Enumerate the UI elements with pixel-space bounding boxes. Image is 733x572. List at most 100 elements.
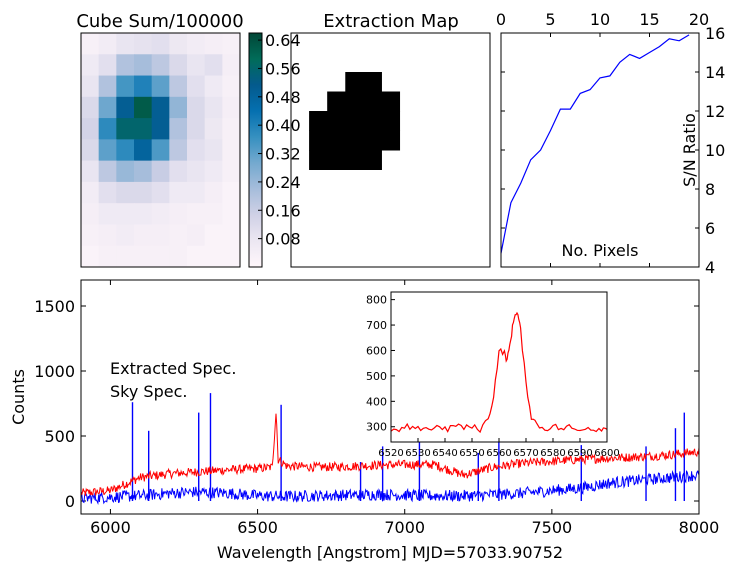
colorbar-tick-label: 0.08 — [265, 230, 301, 249]
mask-cell — [363, 111, 382, 131]
inset-xtick-label: 6550 — [459, 448, 484, 459]
heatmap-cell — [169, 139, 188, 162]
heatmap-cell — [134, 139, 153, 162]
heatmap-cell — [134, 203, 153, 225]
heatmap-cell — [222, 96, 241, 119]
heatmap-cell — [81, 181, 100, 204]
heatmap-cell — [151, 160, 170, 183]
inset-ytick-label: 800 — [366, 294, 387, 307]
sn-xtick-label: 15 — [639, 10, 659, 29]
mask-cell — [363, 130, 382, 151]
sn-ytick-label: 4 — [705, 258, 715, 277]
mask-cell — [381, 111, 401, 131]
mask-cell — [309, 111, 328, 131]
colorbar-tick-label: 0.16 — [265, 201, 301, 220]
heatmap-cell — [116, 160, 135, 183]
heatmap-cell — [116, 118, 135, 140]
colorbar-tick-label: 0.32 — [265, 145, 301, 164]
heatmap-cell — [151, 54, 170, 77]
colorbar-ticks: 0.08 0.16 0.24 0.32 0.40 0.48 0.56 0.64 — [258, 31, 301, 249]
heatmap-cell — [169, 203, 188, 225]
colorbar-tick-label: 0.48 — [265, 88, 301, 107]
heatmap-cell — [151, 118, 170, 140]
colorbar-frame — [248, 32, 263, 268]
heatmap-cell — [81, 96, 100, 119]
heatmap-cell — [134, 118, 153, 140]
heatmap-cell — [187, 75, 206, 98]
heatmap-cell — [169, 160, 188, 183]
colorbar-tick-label: 0.64 — [265, 31, 301, 50]
spectrum-panel: 6000 6500 7000 7500 8000 0 500 1000 1500 Extract… — [9, 279, 719, 562]
mask-cell — [327, 150, 346, 170]
sky-emission-lines — [131, 393, 685, 501]
spec-ytick-label: 500 — [44, 427, 75, 446]
sn-panel: 0 5 10 15 20 4 6 8 10 12 14 16 No. Pixels S/N Ratio — [496, 10, 725, 277]
sn-ytick-label: 10 — [705, 141, 725, 160]
colorbar-tick-label: 0.40 — [265, 116, 301, 135]
heatmap-cell — [81, 118, 100, 140]
heatmap-cell — [204, 224, 223, 247]
heatmap-cell — [134, 33, 153, 55]
inset-xtick-label: 6530 — [405, 448, 430, 459]
extraction-map-panel: Extraction Map — [290, 11, 491, 268]
heatmap-cell — [116, 96, 135, 119]
heatmap-cell — [98, 203, 117, 225]
heatmap-cell — [116, 203, 135, 225]
mask-cell — [345, 91, 364, 112]
mask-cell — [363, 91, 382, 112]
sn-ticks: 0 5 10 15 20 4 6 8 10 12 14 16 — [496, 10, 725, 277]
heatmap-cell — [169, 96, 188, 119]
inset-xtick-label: 6580 — [540, 448, 565, 459]
heatmap-cell — [116, 33, 135, 55]
heatmap-cell — [116, 181, 135, 204]
heatmap-cell — [81, 75, 100, 98]
heatmap-cell — [151, 224, 170, 247]
heatmap-cell — [98, 75, 117, 98]
sn-xtick-label: 5 — [545, 10, 555, 29]
heatmap-cell — [134, 96, 153, 119]
inset-ytick-label: 500 — [366, 370, 387, 383]
extracted-spectrum-line — [81, 413, 699, 496]
sn-line — [500, 34, 690, 254]
cube-sum-frame — [80, 32, 241, 268]
inset-ytick-label: 400 — [366, 395, 387, 408]
sn-ytick-label: 12 — [705, 102, 725, 121]
heatmap-cell — [187, 224, 206, 247]
mask-cell — [381, 91, 401, 112]
heatmap-cell — [187, 33, 206, 55]
heatmap-cell — [116, 139, 135, 162]
heatmap-cell — [98, 160, 117, 183]
heatmap-cell — [222, 245, 241, 268]
inset-ticks: 6520 6530 6540 6550 6560 6570 6580 6590 6600 300 4… — [366, 294, 620, 459]
heatmap-cell — [81, 33, 100, 55]
heatmap-cell — [204, 33, 223, 55]
mask-cell — [363, 150, 382, 170]
heatmap-cell — [81, 160, 100, 183]
heatmap-cell — [151, 181, 170, 204]
heatmap-cell — [222, 203, 241, 225]
heatmap-cell — [134, 160, 153, 183]
heatmap-cell — [187, 118, 206, 140]
extraction-map-frame — [290, 32, 491, 268]
heatmap-cell — [204, 96, 223, 119]
inset-xtick-label: 6540 — [432, 448, 457, 459]
heatmap-cell — [134, 224, 153, 247]
spectrum-ylabel: Counts — [9, 369, 28, 425]
extraction-map-title: Extraction Map — [323, 11, 459, 32]
heatmap-cell — [222, 224, 241, 247]
legend-extracted: Extracted Spec. — [110, 359, 236, 378]
heatmap-cell — [222, 54, 241, 77]
inset-ytick-label: 600 — [366, 344, 387, 357]
inset-panel: 6520 6530 6540 6550 6560 6570 6580 6590 6600 300 4… — [366, 291, 620, 459]
heatmap-cell — [204, 203, 223, 225]
heatmap-cell — [81, 139, 100, 162]
heatmap-cell — [116, 224, 135, 247]
mask-cell — [309, 130, 328, 151]
heatmap-cell — [222, 181, 241, 204]
heatmap-cell — [134, 245, 153, 268]
heatmap-cell — [151, 75, 170, 98]
inset-frame — [390, 291, 608, 443]
spectrum-xlabel: Wavelength [Angstrom] MJD=57033.90752 — [217, 543, 563, 562]
heatmap-cell — [98, 139, 117, 162]
mask-cell — [345, 111, 364, 131]
